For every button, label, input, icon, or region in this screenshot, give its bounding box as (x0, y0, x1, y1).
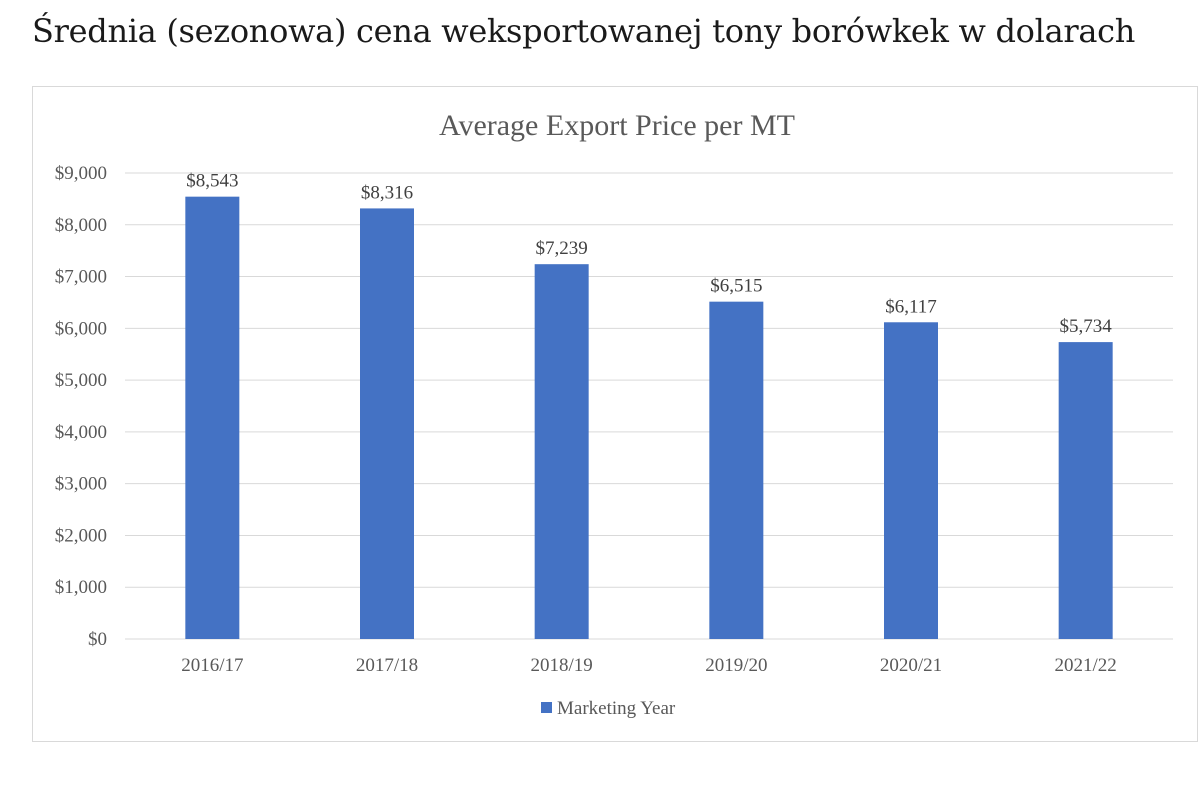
y-tick-label: $8,000 (55, 215, 107, 236)
data-label: $8,316 (361, 182, 413, 203)
data-label: $6,117 (885, 296, 937, 317)
x-tick-label: 2016/17 (181, 655, 243, 676)
legend: Marketing Year (541, 698, 676, 719)
bar-2016-17 (185, 196, 240, 639)
data-labels: $8,543 $8,316 $7,239 $6,515 $6,117 $5,734 (186, 171, 1112, 337)
y-tick-label: $1,000 (55, 577, 107, 598)
y-tick-label: $6,000 (55, 318, 107, 339)
x-tick-label: 2018/19 (531, 655, 593, 676)
chart-title: Average Export Price per MT (439, 109, 795, 142)
data-label: $5,734 (1060, 316, 1113, 337)
chart-frame: Average Export Price per MT $0 $1,000 $2,0… (32, 86, 1198, 742)
x-tick-label: 2020/21 (880, 655, 942, 676)
y-axis-tick-labels: $0 $1,000 $2,000 $3,000 $4,000 $5,000 $6,000 $7… (55, 163, 107, 650)
bar-2019-20 (709, 301, 764, 639)
x-tick-label: 2019/20 (705, 655, 767, 676)
y-tick-label: $9,000 (55, 163, 107, 184)
x-tick-label: 2017/18 (356, 655, 418, 676)
data-label: $6,515 (710, 276, 762, 297)
data-label: $7,239 (536, 238, 588, 259)
legend-label: Marketing Year (557, 698, 676, 719)
bar-2020-21 (884, 322, 938, 639)
y-tick-label: $5,000 (55, 370, 107, 391)
bars (185, 196, 1113, 639)
gridlines (125, 172, 1173, 640)
y-tick-label: $7,000 (55, 267, 107, 288)
x-axis-tick-labels: 2016/17 2017/18 2018/19 2019/20 2020/21 2021/… (181, 655, 1117, 676)
page-heading: Średnia (sezonowa) cena weksportowanej t… (32, 12, 1136, 50)
bar-chart: Average Export Price per MT $0 $1,000 $2,0… (55, 109, 1173, 719)
legend-swatch (541, 702, 552, 713)
bar-2021-22 (1058, 342, 1113, 639)
bar-2017-18 (360, 208, 414, 639)
y-tick-label: $3,000 (55, 474, 107, 495)
bar-2018-19 (534, 264, 589, 639)
y-tick-label: $2,000 (55, 525, 107, 546)
y-tick-label: $4,000 (55, 422, 107, 443)
data-label: $8,543 (186, 171, 238, 192)
y-tick-label: $0 (88, 629, 107, 650)
x-tick-label: 2021/22 (1055, 655, 1117, 676)
